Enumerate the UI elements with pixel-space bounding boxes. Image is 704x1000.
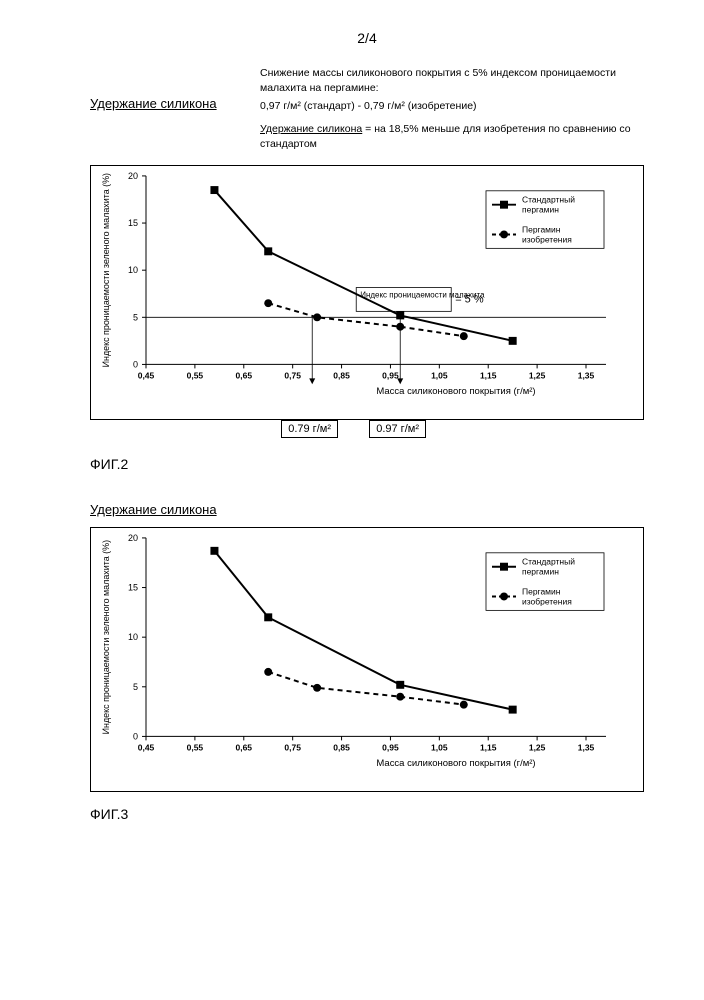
svg-text:Стандартный: Стандартный [522, 195, 575, 205]
svg-text:0,55: 0,55 [187, 743, 204, 753]
svg-text:изобретения: изобретения [522, 597, 572, 607]
svg-text:1,25: 1,25 [529, 371, 546, 381]
svg-text:0,65: 0,65 [236, 743, 253, 753]
svg-text:Пергамин: Пергамин [522, 225, 561, 235]
svg-text:0,85: 0,85 [333, 743, 350, 753]
hdr-line1: Снижение массы силиконового покрытия с 5… [260, 66, 644, 95]
chart2-frame: 0 5 10 15 20 0,45 0,55 0,65 0,75 0,85 0,95 1,05 1,15… [90, 527, 644, 792]
svg-text:10: 10 [128, 633, 138, 643]
svg-text:изобретения: изобретения [522, 235, 572, 245]
fig3-label: ФИГ.3 [90, 806, 644, 822]
svg-text:Стандартный: Стандартный [522, 557, 575, 567]
svg-text:20: 20 [128, 171, 138, 181]
page-number: 2/4 [90, 30, 644, 46]
header-text: Снижение массы силиконового покрытия с 5… [260, 66, 644, 151]
section2-title: Удержание силикона [90, 502, 644, 517]
svg-text:1,05: 1,05 [431, 743, 448, 753]
svg-text:0: 0 [133, 360, 138, 370]
svg-text:пергамин: пергамин [522, 205, 559, 215]
svg-text:5: 5 [133, 313, 138, 323]
svg-text:0,75: 0,75 [284, 371, 301, 381]
svg-text:1,25: 1,25 [529, 743, 546, 753]
svg-text:Индекс проницаемости зеленого: Индекс проницаемости зеленого малахита (… [101, 173, 111, 367]
svg-text:0,85: 0,85 [333, 371, 350, 381]
svg-text:пергамин: пергамин [522, 567, 559, 577]
chart1-frame: 0 5 10 15 20 0,45 0,55 0,65 0,75 0,85 0,95 1,05 1,15… [90, 165, 644, 420]
svg-text:5: 5 [133, 682, 138, 692]
header-block: Удержание силикона Снижение массы силико… [90, 66, 644, 151]
svg-text:0,45: 0,45 [138, 743, 155, 753]
section1-title: Удержание силикона [90, 66, 260, 151]
svg-text:Пергамин: Пергамин [522, 587, 561, 597]
svg-text:0,65: 0,65 [236, 371, 253, 381]
svg-text:1,35: 1,35 [578, 371, 595, 381]
hdr-line2: 0,97 г/м² (стандарт) - 0,79 г/м² (изобре… [260, 99, 644, 114]
svg-text:0,95: 0,95 [382, 371, 399, 381]
svg-text:0,55: 0,55 [187, 371, 204, 381]
svg-text:1,15: 1,15 [480, 371, 497, 381]
svg-text:0,45: 0,45 [138, 371, 155, 381]
callout-0-79: 0.79 г/м² [281, 420, 338, 438]
svg-text:= 5 %: = 5 % [455, 294, 484, 306]
callout-0-97: 0.97 г/м² [369, 420, 426, 438]
fig2-label: ФИГ.2 [90, 456, 644, 472]
svg-text:15: 15 [128, 218, 138, 228]
svg-text:1,05: 1,05 [431, 371, 448, 381]
svg-text:20: 20 [128, 533, 138, 543]
hdr-line3: Удержание силикона = на 18,5% меньше для… [260, 122, 644, 151]
svg-text:Масса силиконового покрытия (г: Масса силиконового покрытия (г/м²) [376, 387, 535, 398]
svg-text:0: 0 [133, 732, 138, 742]
svg-text:1,35: 1,35 [578, 743, 595, 753]
svg-text:Масса силиконового покрытия (г: Масса силиконового покрытия (г/м²) [376, 759, 535, 770]
svg-text:0,75: 0,75 [284, 743, 301, 753]
svg-text:Индекс проницаемости зеленого: Индекс проницаемости зеленого малахита (… [101, 540, 111, 734]
chart2: 0 5 10 15 20 0,45 0,55 0,65 0,75 0,85 0,95 1,05 1,15… [91, 528, 643, 791]
chart1: 0 5 10 15 20 0,45 0,55 0,65 0,75 0,85 0,95 1,05 1,15… [91, 166, 643, 419]
svg-text:0,95: 0,95 [382, 743, 399, 753]
svg-text:15: 15 [128, 583, 138, 593]
svg-text:1,15: 1,15 [480, 743, 497, 753]
svg-text:10: 10 [128, 266, 138, 276]
